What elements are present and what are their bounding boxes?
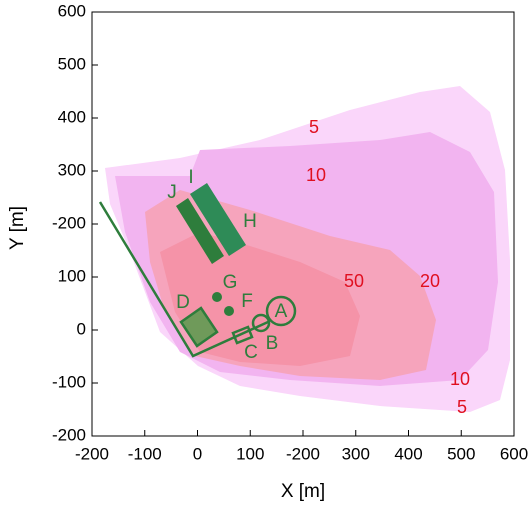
building-j — [176, 198, 224, 264]
site-g — [212, 292, 222, 302]
x-tick-label: -100 — [128, 444, 162, 463]
building-h — [190, 183, 246, 256]
site-label: J — [167, 182, 177, 203]
facility — [98, 183, 297, 358]
site-a — [265, 295, 297, 327]
site-b — [251, 313, 271, 333]
y-tick-label: -200 — [52, 425, 86, 444]
site-c — [231, 325, 254, 345]
building-d — [179, 306, 219, 348]
y-tick-label: -200 — [52, 213, 86, 232]
x-tick-label: -200 — [75, 444, 109, 463]
x-tick-label: 600 — [500, 444, 528, 463]
x-axis-title: X [m] — [281, 481, 325, 502]
contour-label: 50 — [344, 271, 364, 291]
boundary-line — [98, 201, 269, 358]
y-axis-title: Y [m] — [7, 206, 28, 250]
site-label: H — [243, 211, 257, 232]
y-tick-label: 0 — [77, 319, 86, 338]
contour-label: 5 — [457, 397, 467, 417]
x-tick-label: 500 — [447, 444, 475, 463]
x-tick-label: 0 — [193, 444, 202, 463]
x-tick-label: 100 — [236, 444, 264, 463]
x-tick-label: 300 — [342, 444, 370, 463]
y-tick-label: 300 — [58, 160, 86, 179]
site-label: D — [176, 292, 190, 313]
site-label: B — [266, 333, 279, 354]
site-label: C — [244, 342, 258, 363]
contours — [105, 86, 510, 412]
contour-label: 5 — [309, 117, 319, 137]
y-tick-label: 500 — [58, 54, 86, 73]
site-label: A — [275, 301, 288, 322]
y-tick-label: 100 — [58, 266, 86, 285]
contour-label: 10 — [450, 369, 470, 389]
site-f — [224, 306, 234, 316]
contour-label: 20 — [420, 271, 440, 291]
site-label: F — [241, 291, 253, 312]
contour-label: 10 — [306, 165, 326, 185]
y-tick-label: -100 — [52, 372, 86, 391]
site-label: I — [188, 167, 193, 188]
x-tick-label: -200 — [286, 444, 320, 463]
site-label: G — [223, 272, 238, 293]
x-tick-label: 400 — [394, 444, 422, 463]
y-tick-label: 400 — [58, 107, 86, 126]
y-tick-label: 600 — [58, 1, 86, 20]
